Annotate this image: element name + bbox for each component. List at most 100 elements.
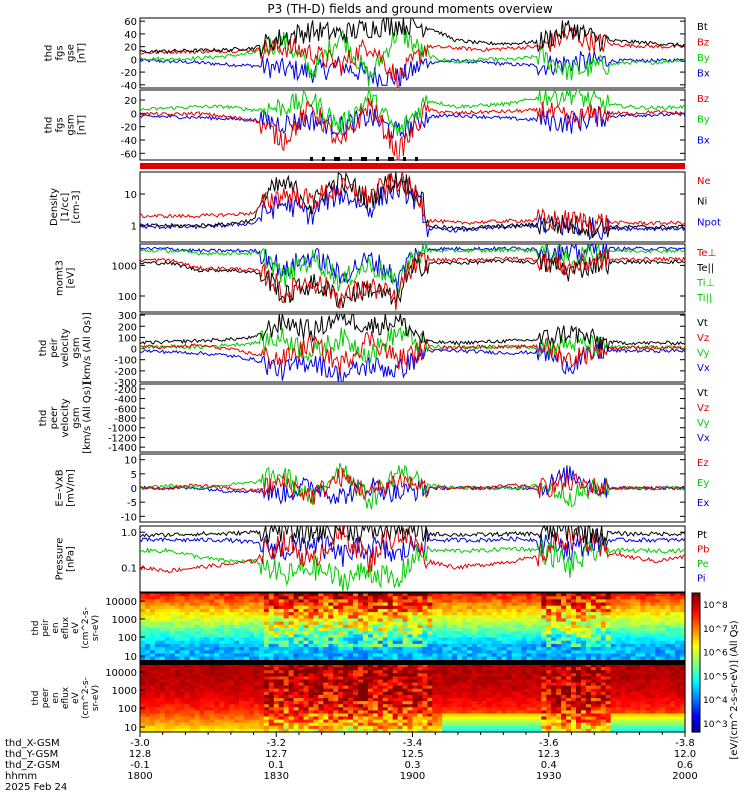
spectrogram-cell (501, 631, 508, 635)
spectrogram-cell (472, 719, 478, 724)
spectrogram-cell (244, 643, 250, 648)
spectrogram-cell (169, 673, 176, 677)
spectrogram-cell (397, 728, 404, 733)
spectrogram-cell (367, 656, 374, 661)
spectrogram-cell (229, 615, 235, 620)
spectrogram-cell (184, 664, 191, 668)
spectrogram-cell (452, 624, 458, 629)
spectrogram-cell (496, 694, 503, 699)
spectrogram-cell (333, 691, 339, 696)
spectrogram-cell (239, 634, 245, 639)
spectrogram-cell (566, 685, 572, 690)
spectrogram-cell (630, 725, 637, 730)
spectrogram-cell (209, 615, 215, 620)
spectrogram-cell (417, 612, 424, 616)
spectrogram-cell (318, 664, 324, 668)
spectrogram-cell (348, 664, 354, 668)
spectrogram-cell (457, 612, 463, 616)
spectrogram-cell (308, 647, 315, 651)
spectrogram-cell (214, 656, 220, 661)
spectrogram-cell (521, 664, 528, 668)
spectrogram-cell (467, 640, 473, 645)
spectrogram-cell (561, 615, 567, 620)
spectrogram-cell (249, 612, 255, 616)
spectrogram-cell (566, 704, 572, 708)
spectrogram-cell (561, 676, 567, 681)
spectrogram-cell (680, 599, 686, 604)
spectrogram-cell (472, 596, 478, 600)
spectrogram-cell (645, 640, 651, 645)
spectrogram-cell (313, 676, 319, 681)
spectrogram-cell (229, 605, 235, 610)
spectrogram-cell (149, 602, 156, 607)
spectrogram-cell (372, 701, 379, 705)
spectrogram-cell (209, 667, 215, 671)
spectrogram-cell (595, 710, 602, 715)
spectrogram-cell (298, 719, 305, 724)
spectrogram-cell (680, 628, 686, 632)
spectrogram-cell (367, 719, 374, 724)
spectrogram-cell (576, 725, 582, 730)
spectrogram-cell (234, 618, 240, 623)
spectrogram-cell (303, 722, 310, 727)
spectrogram-cell (229, 716, 235, 721)
spectrogram-cell (437, 599, 443, 604)
spectrogram-cell (338, 682, 344, 687)
spectrogram-cell (283, 643, 290, 648)
spectrogram-cell (452, 618, 458, 623)
spectrogram-cell (447, 701, 453, 705)
spectrogram-cell (481, 670, 488, 674)
spectrogram-cell (516, 691, 523, 696)
spectrogram-cell (427, 643, 433, 648)
spectrogram-cell (239, 612, 245, 616)
spectrogram-cell (328, 643, 334, 648)
spectrogram-cell (244, 725, 250, 730)
spectrogram-cell (323, 670, 329, 674)
spectrogram-cell (467, 719, 473, 724)
flag-mark (415, 157, 418, 161)
spectrogram-cell (288, 618, 295, 623)
spectrogram-cell (655, 710, 661, 715)
spectrogram-cell (650, 624, 656, 629)
y-axis-label: [km/s (All Qs)] (82, 382, 93, 454)
spectrogram-cell (447, 618, 453, 623)
spectrogram-cell (358, 673, 364, 677)
spectrogram-cell (432, 656, 438, 661)
spectrogram-cell (670, 631, 676, 635)
spectrogram-cell (546, 621, 552, 626)
spectrogram-cell (491, 685, 498, 690)
spectrogram-cell (437, 670, 443, 674)
spectrogram-cell (323, 602, 329, 607)
spectrogram-cell (650, 704, 656, 708)
spectrogram-cell (417, 698, 424, 702)
spectrogram-cell (363, 615, 369, 620)
legend-entry: Ni (697, 197, 707, 208)
spectrogram-cell (442, 707, 448, 711)
spectrogram-cell (298, 698, 305, 702)
spectrogram-cell (412, 685, 419, 690)
spectrogram-cell (219, 713, 225, 718)
spectrogram-cell (323, 612, 329, 616)
spectrogram-cell (323, 605, 329, 610)
spectrogram-cell (595, 685, 602, 690)
spectrogram-cell (164, 713, 171, 718)
spectrogram-cell (353, 612, 359, 616)
spectrogram-cell (581, 656, 587, 661)
spectrogram-cell (189, 667, 196, 671)
spectrogram-cell (640, 682, 646, 687)
spectrogram-cell (531, 608, 537, 613)
spectrogram-cell (452, 701, 458, 705)
spectrogram-cell (585, 664, 592, 668)
spectrogram-cell (283, 704, 290, 708)
y-tick-label: 100 (118, 333, 137, 344)
spectrogram-cell (467, 701, 473, 705)
spectrogram-cell (432, 637, 438, 642)
spectrogram-cell (338, 634, 344, 639)
spectrogram-cell (268, 713, 275, 718)
spectrogram-cell (164, 634, 171, 639)
spectrogram-cell (417, 593, 424, 597)
spectrogram-cell (199, 643, 206, 648)
spectrogram-cell (333, 704, 339, 708)
spectrogram-cell (204, 593, 210, 597)
